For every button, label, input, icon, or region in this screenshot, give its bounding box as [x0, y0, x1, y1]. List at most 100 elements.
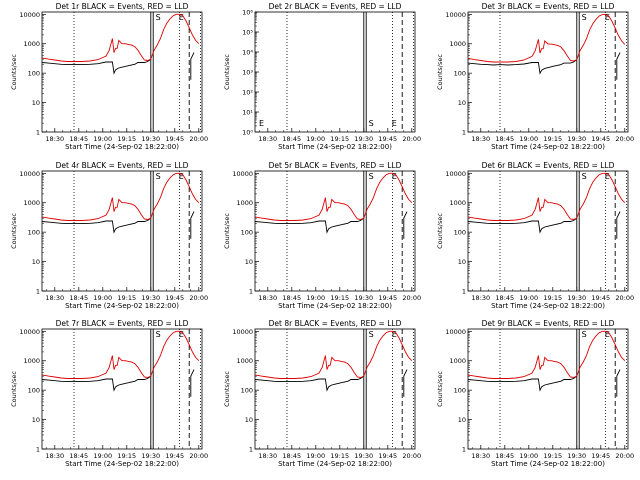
x-tick-label: 19:30	[567, 135, 586, 143]
x-tick-label: 18:30	[45, 135, 64, 143]
x-tick-label: 20:00	[615, 294, 634, 302]
y-axis-label: Counts/sec	[436, 371, 444, 407]
x-tick-label: 19:15	[543, 135, 562, 143]
plot-frame	[41, 11, 203, 133]
x-axis-label: Start Time (24-Sep-02 18:22:00)	[65, 460, 179, 468]
x-tick-label: 19:45	[378, 135, 397, 143]
flag-label-start: S	[156, 13, 161, 22]
flag-label-start: S	[156, 330, 161, 339]
x-tick-label: 19:30	[567, 452, 586, 460]
chart-title: Det 4r BLACK = Events, RED = LLD	[56, 161, 189, 170]
series-events-fragment	[616, 369, 621, 397]
series-events-fragment	[190, 211, 195, 239]
x-tick-label: 19:15	[117, 135, 136, 143]
flag-label-end: E	[392, 172, 397, 181]
series-events-fragment	[616, 211, 621, 239]
y-axis-label: Counts/sec	[223, 371, 231, 407]
y-tick-label: 1000	[449, 40, 466, 48]
x-tick-label: 18:30	[471, 135, 490, 143]
x-axis-label: Start Time (24-Sep-02 18:22:00)	[65, 143, 179, 151]
flag-label-end: E	[179, 13, 184, 22]
y-tick-label: 1	[249, 446, 253, 454]
series-lld-line	[467, 172, 626, 221]
y-tick-label: 10000	[232, 328, 253, 336]
plot-frame	[254, 11, 416, 133]
y-axis-label: Counts/sec	[436, 54, 444, 90]
x-tick-label: 19:30	[141, 135, 160, 143]
y-tick-label: 10⁴	[242, 49, 253, 57]
y-tick-label: 10000	[445, 170, 466, 178]
x-tick-label: 18:30	[471, 294, 490, 302]
y-tick-label: 100	[28, 229, 40, 237]
flag-label-end: E	[605, 13, 610, 22]
x-tick-label: 19:15	[330, 135, 349, 143]
x-tick-label: 18:45	[282, 294, 301, 302]
x-tick-label: 18:45	[495, 135, 514, 143]
x-tick-label: 18:30	[45, 452, 64, 460]
y-tick-label: 100	[241, 387, 253, 395]
y-tick-label: 1	[462, 129, 466, 137]
x-tick-label: 19:45	[378, 294, 397, 302]
series-lld-line	[41, 13, 200, 62]
plot-frame	[467, 170, 629, 292]
x-tick-label: 19:45	[591, 294, 610, 302]
x-tick-label: 19:30	[354, 294, 373, 302]
series-events-line	[254, 217, 365, 234]
chart-panel-9: Det 9r BLACK = Events, RED = LLD 1 10 100 10…	[436, 319, 634, 468]
y-tick-label: 1	[462, 288, 466, 296]
y-tick-label: 10	[245, 416, 253, 424]
series-lld-line	[467, 330, 626, 379]
x-tick-label: 18:45	[69, 294, 88, 302]
series-events-line	[467, 59, 578, 75]
series-events-line	[41, 217, 152, 234]
series-lld-line	[254, 172, 413, 221]
series-events-fragment	[190, 52, 195, 80]
plot-frame	[254, 170, 416, 292]
chart-title: Det 5r BLACK = Events, RED = LLD	[269, 161, 402, 170]
y-tick-label: 100	[454, 229, 466, 237]
flag-label-start: S	[369, 330, 374, 339]
series-events-fragment	[616, 52, 621, 80]
y-tick-label: 1000	[449, 199, 466, 207]
y-tick-label: 10³	[242, 69, 253, 77]
y-tick-label: 1	[462, 446, 466, 454]
x-axis-label: Start Time (24-Sep-02 18:22:00)	[491, 302, 605, 310]
chart-panel-6: Det 6r BLACK = Events, RED = LLD 1 10 100 10…	[436, 161, 634, 310]
y-tick-label: 10²	[242, 89, 253, 97]
y-tick-label: 10	[245, 258, 253, 266]
x-tick-label: 19:00	[519, 452, 538, 460]
flag-label-start: S	[369, 172, 374, 181]
x-tick-label: 19:45	[165, 452, 184, 460]
x-tick-label: 18:30	[471, 452, 490, 460]
y-axis-label: Counts/sec	[436, 213, 444, 249]
x-tick-label: 20:00	[615, 452, 634, 460]
x-tick-label: 19:15	[330, 452, 349, 460]
chart-panel-1: Det 1r BLACK = Events, RED = LLD 1 10 100 10…	[10, 2, 208, 151]
chart-title: Det 7r BLACK = Events, RED = LLD	[56, 319, 189, 328]
plot-frame	[467, 328, 629, 450]
y-axis-label: Counts/sec	[10, 213, 18, 249]
x-tick-label: 18:30	[258, 294, 277, 302]
y-tick-label: 100	[454, 387, 466, 395]
x-tick-label: 19:45	[165, 135, 184, 143]
y-axis-label: Counts/sec	[10, 371, 18, 407]
x-tick-label: 18:45	[495, 452, 514, 460]
flag-label-start: S	[582, 13, 587, 22]
x-axis-label: Start Time (24-Sep-02 18:22:00)	[278, 302, 392, 310]
y-tick-label: 1000	[23, 40, 40, 48]
chart-title: Det 1r BLACK = Events, RED = LLD	[56, 2, 189, 11]
x-tick-label: 18:30	[258, 452, 277, 460]
chart-panel-7: Det 7r BLACK = Events, RED = LLD 1 10 100 10…	[10, 319, 208, 468]
y-tick-label: 1	[36, 129, 40, 137]
y-tick-label: 10000	[19, 328, 40, 336]
x-tick-label: 20:00	[189, 452, 208, 460]
plot-frame	[254, 328, 416, 450]
y-tick-label: 10	[32, 99, 40, 107]
series-events-fragment	[190, 369, 195, 397]
chart-title: Det 6r BLACK = Events, RED = LLD	[482, 161, 615, 170]
x-tick-label: 18:45	[495, 294, 514, 302]
x-tick-label: 19:00	[306, 452, 325, 460]
x-tick-label: 19:45	[591, 135, 610, 143]
y-tick-label: 10	[32, 258, 40, 266]
